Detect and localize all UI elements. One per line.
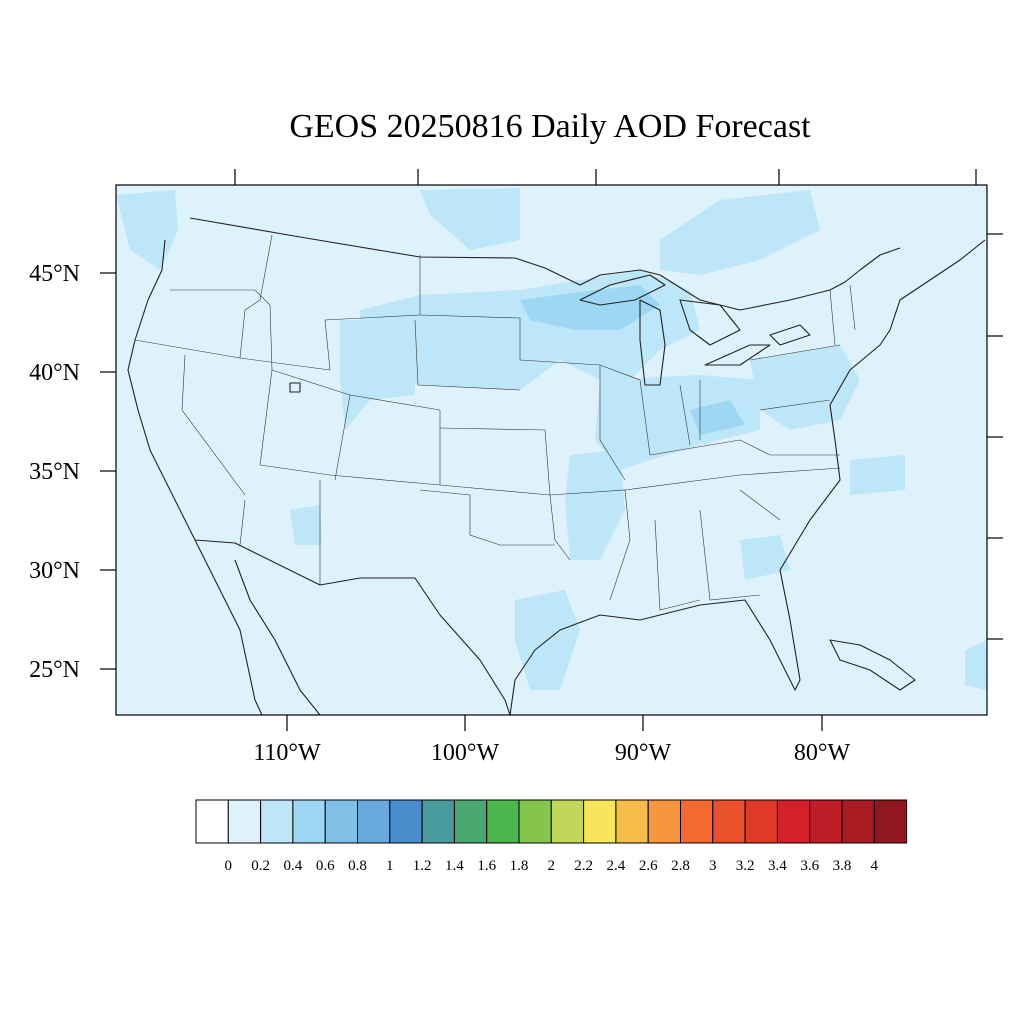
aod-region-mid-atlantic bbox=[750, 345, 860, 430]
lake-michigan bbox=[639, 299, 666, 386]
colorbar-swatch bbox=[227, 799, 262, 844]
map-title: GEOS 20250816 Daily AOD Forecast bbox=[289, 108, 811, 145]
colorbar-swatch bbox=[324, 799, 359, 844]
lat-label: 40°N bbox=[29, 360, 80, 386]
lat-labels: 45°N 40°N 35°N 30°N 25°N bbox=[29, 261, 80, 683]
aod-shading bbox=[116, 188, 987, 690]
lon-label: 80°W bbox=[794, 740, 851, 766]
aod-region-ohio-valley bbox=[595, 375, 760, 470]
aod-shading-high bbox=[520, 285, 745, 435]
bottom-ticks bbox=[286, 715, 823, 731]
aod-region-ohio-spot bbox=[690, 400, 745, 435]
aod-region-wyoming bbox=[340, 320, 415, 430]
colorbar-swatch bbox=[421, 799, 455, 844]
colorbar-label: 4 bbox=[871, 858, 879, 874]
great-salt-lake bbox=[289, 382, 301, 393]
aod-region-arkansas bbox=[565, 450, 625, 560]
lon-labels: 110°W 100°W 90°W 80°W bbox=[253, 740, 850, 766]
colorbar-label: 0.4 bbox=[284, 858, 303, 874]
mexico-coast bbox=[234, 559, 321, 716]
colorbar-label: 3.6 bbox=[800, 858, 819, 874]
colorbar-label: 1.8 bbox=[510, 858, 529, 874]
aod-region-carolinas bbox=[740, 535, 790, 580]
aod-region-northwest bbox=[116, 190, 178, 270]
lake-superior bbox=[579, 274, 666, 306]
colorbar-swatch bbox=[550, 799, 585, 844]
colorbar-swatch bbox=[357, 799, 391, 844]
lat-label: 45°N bbox=[29, 261, 80, 287]
colorbar-swatch bbox=[873, 799, 908, 844]
colorbar-swatch bbox=[389, 799, 423, 844]
right-ticks bbox=[987, 233, 1003, 640]
colorbar-labels: 0 0.2 0.4 0.6 0.8 1 1.2 1.4 1.6 1.8 2 2.2 2.4 2.6 2.8 3… bbox=[225, 858, 879, 874]
colorbar-label: 2 bbox=[548, 858, 556, 874]
canada-border bbox=[189, 217, 901, 311]
colorbar-label: 1 bbox=[386, 858, 394, 874]
colorbar-label: 3 bbox=[709, 858, 717, 874]
colorbar-label: 1.4 bbox=[445, 858, 464, 874]
colorbar-label: 3.8 bbox=[833, 858, 852, 874]
colorbar-swatch bbox=[647, 799, 682, 844]
colorbar-label: 0 bbox=[225, 858, 233, 874]
aod-region-arizona bbox=[290, 505, 322, 545]
map-frame bbox=[115, 184, 988, 716]
colorbar-swatch bbox=[744, 799, 778, 844]
baja-california bbox=[194, 539, 263, 716]
country-outlines bbox=[127, 217, 986, 716]
colorbar-label: 2.2 bbox=[574, 858, 593, 874]
cuba bbox=[829, 639, 916, 691]
lake-erie bbox=[704, 344, 771, 366]
colorbar-label: 1.6 bbox=[477, 858, 496, 874]
lake-huron bbox=[679, 299, 741, 346]
lat-label: 25°N bbox=[29, 657, 80, 683]
mexico-border bbox=[194, 539, 511, 716]
lat-label: 35°N bbox=[29, 459, 80, 485]
colorbar-swatch bbox=[712, 799, 746, 844]
colorbar-swatch bbox=[453, 799, 488, 844]
top-ticks bbox=[234, 169, 977, 185]
colorbar-swatch bbox=[260, 799, 294, 844]
colorbar-swatch bbox=[518, 799, 552, 844]
left-ticks bbox=[100, 272, 116, 670]
us-west-coast bbox=[127, 239, 196, 541]
colorbar-label: 1.2 bbox=[413, 858, 432, 874]
colorbar-label: 0.2 bbox=[251, 858, 270, 874]
colorbar-swatch bbox=[583, 799, 617, 844]
colorbar-swatch bbox=[680, 799, 714, 844]
lon-label: 90°W bbox=[615, 740, 672, 766]
aod-region-canada-east bbox=[660, 190, 820, 275]
colorbar-swatch bbox=[195, 799, 229, 844]
aod-region-atlantic bbox=[850, 455, 905, 495]
colorbar-label: 2.8 bbox=[671, 858, 690, 874]
colorbar-swatch bbox=[486, 799, 520, 844]
colorbar-label: 2.4 bbox=[607, 858, 626, 874]
colorbar-label: 0.8 bbox=[348, 858, 367, 874]
state-outlines bbox=[134, 234, 856, 611]
east-coast bbox=[779, 239, 986, 571]
colorbar bbox=[195, 799, 908, 844]
colorbar-swatch bbox=[809, 799, 843, 844]
colorbar-swatch bbox=[292, 799, 326, 844]
aod-region-canada-smoke bbox=[420, 188, 520, 250]
lat-label: 30°N bbox=[29, 558, 80, 584]
aod-region-gulf-east bbox=[965, 640, 987, 690]
lon-label: 100°W bbox=[431, 740, 500, 766]
colorbar-swatch bbox=[776, 799, 811, 844]
colorbar-label: 3.4 bbox=[768, 858, 787, 874]
colorbar-label: 0.6 bbox=[316, 858, 335, 874]
colorbar-swatch bbox=[615, 799, 649, 844]
colorbar-swatch bbox=[841, 799, 875, 844]
colorbar-label: 3.2 bbox=[736, 858, 755, 874]
lake-ontario bbox=[769, 324, 811, 346]
colorbar-label: 2.6 bbox=[639, 858, 658, 874]
aod-region-wisconsin-max bbox=[520, 285, 660, 330]
gulf-coast bbox=[509, 569, 801, 716]
lon-label: 110°W bbox=[253, 740, 321, 766]
